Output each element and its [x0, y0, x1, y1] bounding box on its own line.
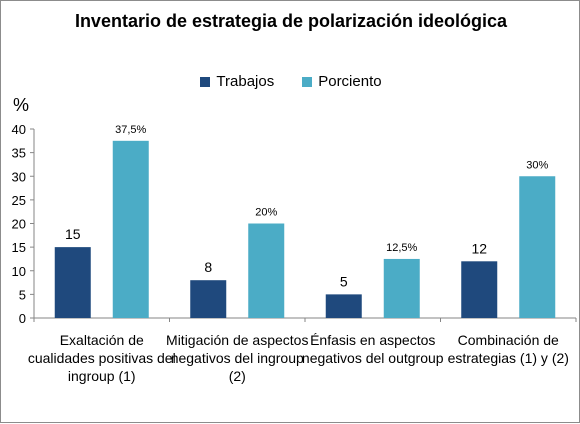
x-category-label-3: negativos del outgroup: [302, 350, 444, 366]
y-tick-label: 10: [12, 264, 26, 279]
legend-item-porciento: Porciento: [302, 73, 382, 90]
bar-trabajos-1: [54, 247, 91, 318]
x-category-label-2: negativos del ingroup: [171, 350, 304, 366]
data-label-porciento-3: 12,5%: [386, 242, 417, 254]
data-label-porciento-4: 30%: [526, 159, 548, 171]
data-label-trabajos-1: 15: [65, 226, 81, 242]
y-tick-label: 15: [12, 240, 26, 255]
legend-item-trabajos: Trabajos: [200, 73, 274, 90]
x-category-label-2: Mitigación de aspectos: [166, 332, 308, 348]
y-tick-label: 40: [12, 122, 26, 137]
data-label-trabajos-3: 5: [340, 273, 348, 289]
legend-label-trabajos: Trabajos: [216, 73, 275, 90]
data-label-trabajos-4: 12: [471, 240, 487, 256]
chart-title: Inventario de estrategia de polarización…: [74, 11, 508, 31]
x-category-label-1: cualidades positivas del: [28, 350, 176, 366]
data-label-porciento-2: 20%: [255, 207, 277, 219]
data-label-trabajos-2: 8: [204, 259, 212, 275]
y-tick-label: 30: [12, 169, 26, 184]
bar-trabajos-3: [325, 294, 362, 318]
x-category-label-4: Combinación de: [458, 332, 559, 348]
chart-legend: Trabajos Porciento: [1, 73, 580, 90]
bar-porciento-1: [112, 140, 149, 318]
legend-label-porciento: Porciento: [318, 73, 382, 90]
y-axis-unit-label: %: [13, 95, 30, 115]
bar-porciento-3: [383, 258, 420, 318]
bar-porciento-4: [519, 176, 556, 318]
y-tick-label: 35: [12, 146, 26, 161]
x-category-label-1: Exaltación de: [60, 332, 144, 348]
legend-swatch-trabajos: [200, 76, 211, 87]
legend-swatch-porciento: [302, 76, 313, 87]
x-category-label-2: (2): [229, 368, 246, 384]
y-tick-label: 25: [12, 193, 26, 208]
y-tick-label: 20: [12, 217, 26, 232]
data-label-porciento-1: 37,5%: [115, 124, 146, 136]
x-category-label-3: Énfasis en aspectos: [310, 332, 435, 348]
y-tick-label: 5: [19, 287, 26, 302]
x-category-label-4: estrategias (1) y (2): [448, 350, 569, 366]
bar-trabajos-2: [190, 280, 227, 318]
bar-porciento-2: [248, 223, 285, 318]
y-tick-label: 0: [19, 311, 26, 326]
bar-trabajos-4: [461, 261, 498, 318]
x-category-label-1: ingroup (1): [68, 368, 136, 384]
